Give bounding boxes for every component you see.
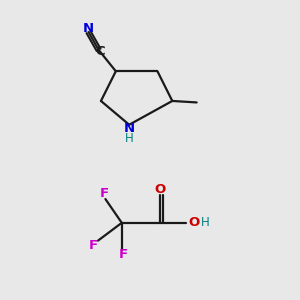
Text: O: O <box>155 183 166 196</box>
Text: C: C <box>95 44 105 58</box>
Text: F: F <box>119 248 128 261</box>
Text: N: N <box>124 122 135 135</box>
Text: F: F <box>99 187 109 200</box>
Text: H: H <box>201 216 210 229</box>
Text: H: H <box>125 132 134 145</box>
Text: N: N <box>83 22 94 35</box>
Text: F: F <box>89 239 98 252</box>
Text: O: O <box>188 216 199 229</box>
